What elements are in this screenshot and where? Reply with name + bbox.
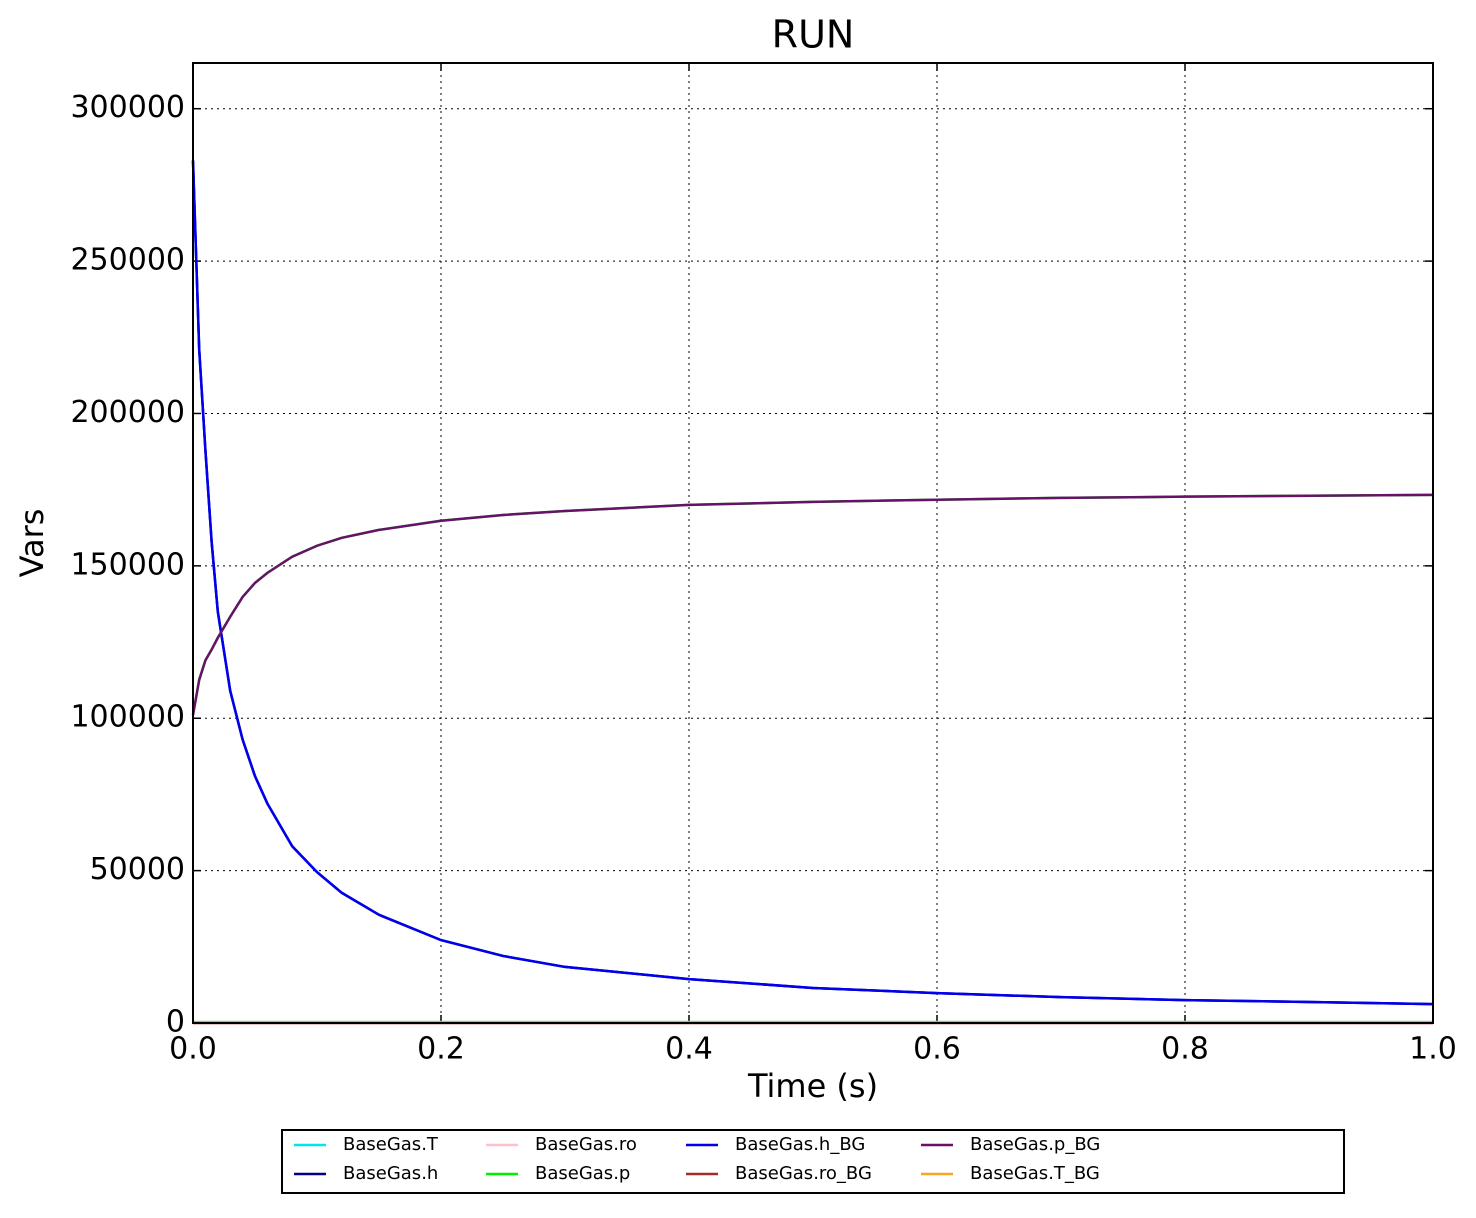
x-tick-label: 0.8	[1161, 1032, 1209, 1067]
x-tick-label: 1.0	[1409, 1032, 1457, 1067]
x-tick-label: 0.0	[169, 1032, 217, 1067]
legend-label: BaseGas.T	[343, 1134, 439, 1155]
y-tick-label: 250000	[70, 243, 185, 278]
legend	[281, 1129, 1345, 1194]
y-tick-label: 200000	[70, 395, 185, 430]
series-line	[191, 160, 1434, 1006]
y-tick-label: 300000	[70, 90, 185, 125]
legend-label: BaseGas.p_BG	[970, 1134, 1100, 1155]
legend-label: BaseGas.T_BG	[970, 1163, 1100, 1184]
x-tick-label: 0.4	[665, 1032, 713, 1067]
y-axis-label: Vars	[13, 509, 51, 578]
y-tick-label: 0	[166, 1005, 185, 1040]
x-tick-label: 0.6	[913, 1032, 961, 1067]
plot-frame	[192, 62, 1434, 1024]
series-line	[191, 493, 1434, 716]
x-tick-label: 0.2	[417, 1032, 465, 1067]
y-tick-label: 150000	[70, 547, 185, 582]
legend-label: BaseGas.p	[535, 1163, 630, 1184]
legend-label: BaseGas.h	[343, 1163, 438, 1184]
y-tick-label: 50000	[90, 852, 185, 887]
chart-title: RUN	[772, 13, 855, 57]
x-axis-label: Time (s)	[747, 1067, 878, 1105]
legend-label: BaseGas.h_BG	[735, 1134, 865, 1155]
legend-label: BaseGas.ro_BG	[735, 1163, 872, 1184]
legend-label: BaseGas.ro	[535, 1134, 637, 1155]
y-tick-label: 100000	[70, 700, 185, 735]
